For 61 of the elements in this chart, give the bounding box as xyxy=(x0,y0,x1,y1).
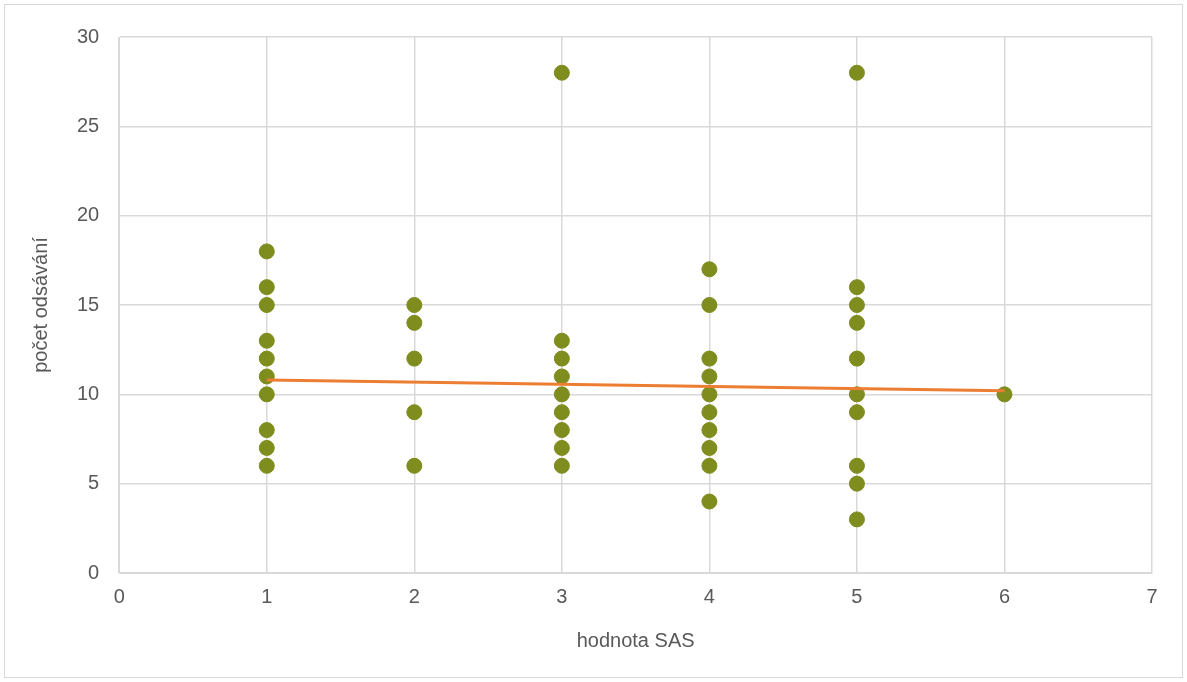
point xyxy=(406,297,423,313)
y-axis-title: počet odsávání xyxy=(28,236,51,373)
point xyxy=(701,261,718,278)
x-tick-label: 7 xyxy=(1146,584,1158,607)
y-tick-label: 20 xyxy=(77,203,100,226)
point xyxy=(258,422,275,439)
point xyxy=(553,350,570,367)
point xyxy=(701,422,718,439)
point xyxy=(701,404,718,421)
point xyxy=(258,279,275,296)
x-axis-title: hodnota SAS xyxy=(576,628,695,651)
point xyxy=(406,404,423,421)
x-tick-label: 4 xyxy=(703,584,715,607)
y-tick-label: 10 xyxy=(77,381,100,404)
point xyxy=(701,439,718,456)
point xyxy=(258,350,275,367)
point xyxy=(848,457,865,474)
point xyxy=(553,439,570,456)
point xyxy=(553,457,570,474)
point xyxy=(258,297,275,313)
point xyxy=(701,493,718,510)
point xyxy=(996,386,1013,403)
point xyxy=(258,243,275,260)
y-tick-label: 25 xyxy=(77,113,100,136)
point xyxy=(848,314,865,331)
point xyxy=(701,297,718,313)
x-tick-label: 6 xyxy=(998,584,1011,607)
point xyxy=(553,404,570,421)
y-tick-label: 30 xyxy=(77,24,100,47)
point xyxy=(701,368,718,385)
point xyxy=(848,511,865,528)
x-tick-label: 2 xyxy=(408,584,420,607)
y-tick-label: 0 xyxy=(88,560,100,583)
point xyxy=(258,332,275,349)
point xyxy=(553,64,570,81)
point xyxy=(701,386,718,403)
x-tick-label: 1 xyxy=(261,584,273,607)
point xyxy=(848,297,865,313)
point xyxy=(553,386,570,403)
point xyxy=(406,457,423,474)
y-tick-label: 15 xyxy=(77,292,100,315)
point xyxy=(848,475,865,492)
point xyxy=(553,422,570,439)
point xyxy=(701,457,718,474)
point xyxy=(258,457,275,474)
point xyxy=(848,350,865,367)
point xyxy=(406,314,423,331)
point xyxy=(258,368,275,385)
y-tick-label: 5 xyxy=(88,471,100,494)
x-tick-label: 5 xyxy=(851,584,863,607)
x-tick-label: 0 xyxy=(113,584,125,607)
point xyxy=(701,350,718,367)
point xyxy=(848,64,865,81)
point xyxy=(848,279,865,296)
point xyxy=(848,404,865,421)
x-tick-label: 3 xyxy=(556,584,568,607)
point xyxy=(406,350,423,367)
point xyxy=(258,386,275,403)
point xyxy=(553,332,570,349)
point xyxy=(258,439,275,456)
point xyxy=(553,368,570,385)
